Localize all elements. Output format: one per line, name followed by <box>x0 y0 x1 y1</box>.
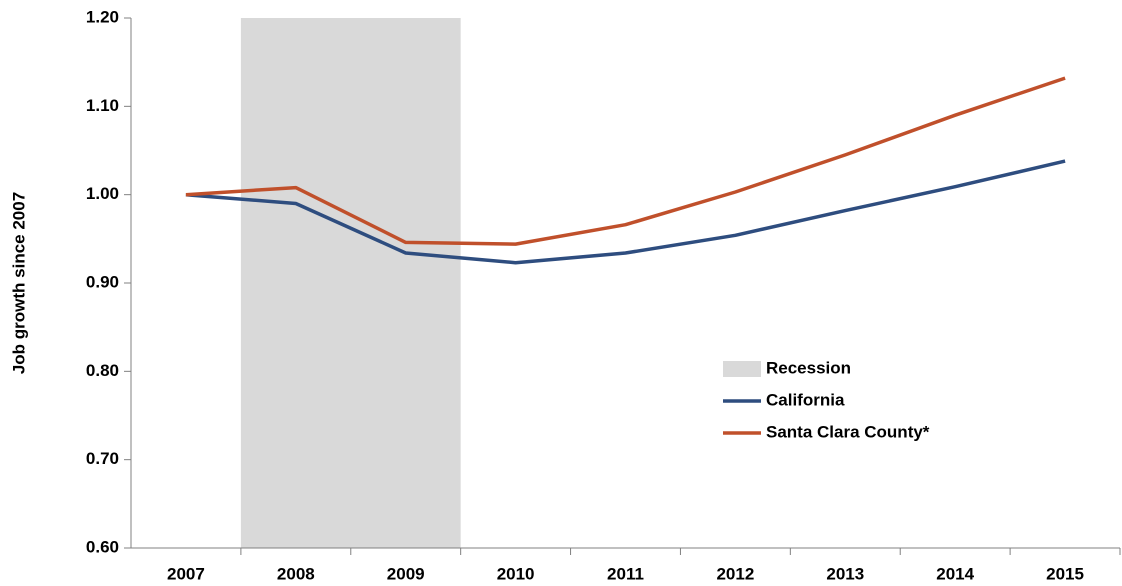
legend-label: Santa Clara County* <box>766 422 930 441</box>
y-tick-label: 1.10 <box>86 96 119 115</box>
x-tick-label: 2014 <box>936 564 974 583</box>
y-tick-label: 0.70 <box>86 449 119 468</box>
y-tick-label: 0.60 <box>86 537 119 556</box>
x-tick-label: 2007 <box>167 564 205 583</box>
y-tick-label: 0.80 <box>86 361 119 380</box>
legend-label: California <box>766 390 845 409</box>
x-tick-label: 2012 <box>716 564 754 583</box>
y-tick-label: 1.00 <box>86 184 119 203</box>
legend-label: Recession <box>766 358 851 377</box>
series-line <box>185 159 1066 265</box>
x-tick-label: 2011 <box>607 564 644 583</box>
y-axis-title: Job growth since 2007 <box>9 192 28 374</box>
y-tick-label: 1.20 <box>86 7 119 26</box>
x-tick-label: 2013 <box>826 564 864 583</box>
legend-swatch <box>723 361 761 377</box>
y-tick-label: 0.90 <box>86 272 119 291</box>
series-line <box>185 76 1066 246</box>
x-tick-label: 2008 <box>277 564 315 583</box>
x-tick-label: 2009 <box>387 564 425 583</box>
x-tick-label: 2010 <box>497 564 535 583</box>
x-tick-label: 2015 <box>1046 564 1084 583</box>
shaded-region <box>240 18 461 548</box>
